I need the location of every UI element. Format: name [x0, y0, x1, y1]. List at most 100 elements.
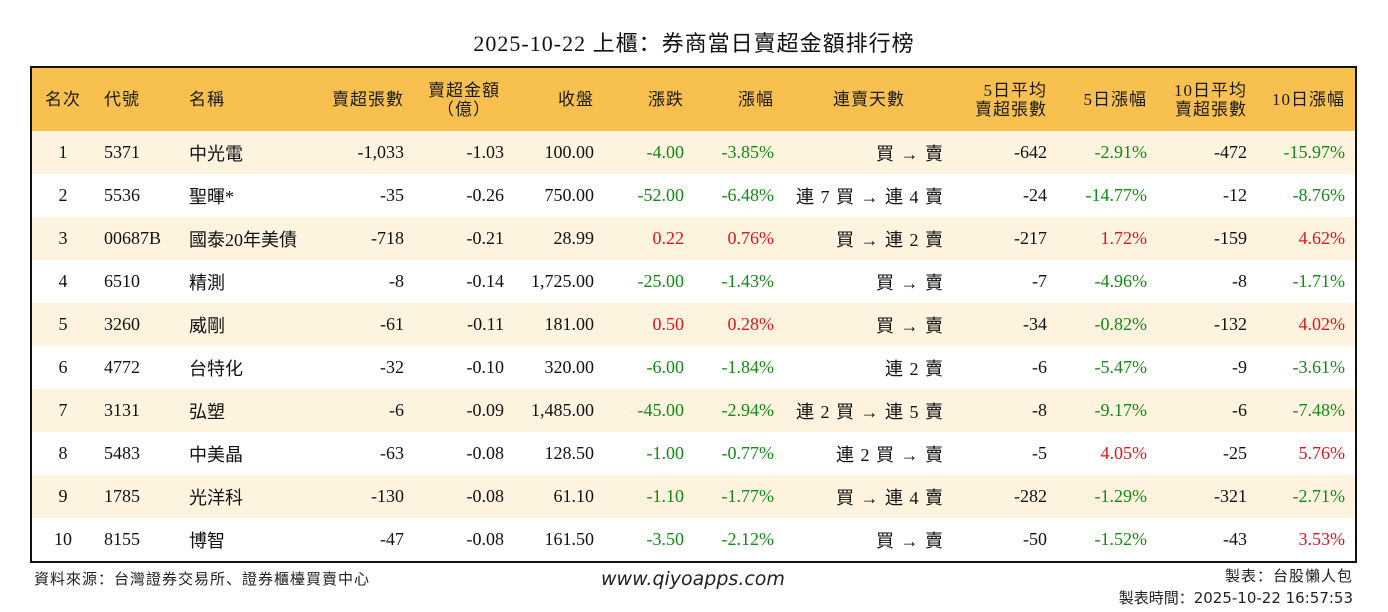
- cell-pct5: -1.29%: [1094, 486, 1148, 506]
- data-source-note: 資料來源：台灣證券交易所、證券櫃檯買賣中心: [34, 572, 371, 588]
- cell-rank: 7: [58, 400, 68, 420]
- cell-avg5-lots: -5: [1032, 443, 1047, 463]
- cell-change-pct: -1.84%: [721, 357, 775, 377]
- cell-pct10: -15.97%: [1283, 142, 1346, 162]
- table-row[interactable]: 7 3131 弘塑 -6 -0.09 1,485.00 -45.00 -2.94% 連 2 買 …: [32, 389, 1355, 432]
- column-header-code: 代號: [94, 68, 179, 131]
- column-header-label: 代號: [104, 90, 140, 109]
- cell-change: -3.50: [646, 529, 685, 549]
- column-header-label: 名稱: [189, 90, 225, 109]
- cell-name: 博智: [189, 530, 225, 551]
- column-header-label: 賣超金額: [428, 80, 500, 100]
- table-row[interactable]: 8 5483 中美晶 -63 -0.08 128.50 -1.00 -0.77% 連 2 買 →…: [32, 432, 1355, 475]
- cell-avg10-lots: -6: [1232, 400, 1247, 420]
- cell-pct10: -7.48%: [1292, 400, 1346, 420]
- cell-streak: 買 → 連 2 賣: [836, 229, 944, 250]
- column-header-close: 收盤: [514, 68, 604, 131]
- table-row[interactable]: 10 8155 博智 -47 -0.08 161.50 -3.50 -2.12% 買 → 賣 -5…: [32, 518, 1355, 561]
- cell-pct10: -2.71%: [1292, 486, 1346, 506]
- cell-pct10: 3.53%: [1298, 529, 1346, 549]
- table-row[interactable]: 9 1785 光洋科 -130 -0.08 61.10 -1.10 -1.77% 買 → 連 4…: [32, 475, 1355, 518]
- cell-pct10: -8.76%: [1292, 185, 1346, 205]
- cell-close: 61.10: [553, 486, 595, 506]
- cell-avg10-lots: -132: [1214, 314, 1247, 334]
- column-header-sublabel: 賣超張數: [975, 99, 1047, 119]
- column-header-label: 漲跌: [648, 90, 684, 109]
- column-header-avg5-lots: 5日平均 賣超張數: [954, 68, 1057, 131]
- column-header-net-sell-amount: 賣超金額 （億）: [414, 68, 514, 131]
- table-row[interactable]: 1 5371 中光電 -1,033 -1.03 100.00 -4.00 -3.85% 買 → …: [32, 131, 1355, 174]
- column-header-sublabel: （億）: [437, 99, 491, 119]
- column-header-label: 5日平均: [983, 80, 1047, 100]
- page-title: 2025-10-22 上櫃：券商當日賣超金額排行榜: [473, 31, 915, 56]
- cell-avg5-lots: -34: [1023, 314, 1047, 334]
- cell-name: 聖暉*: [189, 186, 234, 207]
- cell-name: 光洋科: [189, 487, 243, 508]
- cell-net-sell-amount: -0.08: [466, 443, 505, 463]
- ranking-table: 名次 代號 名稱 賣超張數 賣超金額 （億） 收盤 漲跌 漲幅 連賣天數 5日平均 賣超張數 5日漲幅 1…: [32, 68, 1355, 561]
- cell-avg10-lots: -8: [1232, 271, 1247, 291]
- cell-change-pct: -3.85%: [721, 142, 775, 162]
- cell-rank: 9: [58, 486, 68, 506]
- cell-close: 181.00: [544, 314, 595, 334]
- cell-net-sell-lots: -8: [389, 271, 404, 291]
- cell-pct5: 1.72%: [1100, 228, 1148, 248]
- cell-net-sell-amount: -0.10: [466, 357, 505, 377]
- cell-change-pct: -0.77%: [721, 443, 775, 463]
- cell-pct5: -2.91%: [1094, 142, 1148, 162]
- cell-change: -1.00: [646, 443, 685, 463]
- cell-avg10-lots: -43: [1223, 529, 1247, 549]
- website-link[interactable]: www.qiyoapps.com: [601, 568, 785, 590]
- cell-change-pct: 0.28%: [727, 314, 775, 334]
- cell-net-sell-amount: -0.08: [466, 486, 505, 506]
- cell-avg5-lots: -6: [1032, 357, 1047, 377]
- cell-pct10: -1.71%: [1292, 271, 1346, 291]
- cell-streak: 連 7 買 → 連 4 賣: [796, 186, 944, 207]
- cell-avg10-lots: -472: [1214, 142, 1247, 162]
- table-row[interactable]: 5 3260 威剛 -61 -0.11 181.00 0.50 0.28% 買 → 賣 -34 -0…: [32, 303, 1355, 346]
- cell-avg5-lots: -642: [1014, 142, 1047, 162]
- cell-net-sell-lots: -1,033: [357, 142, 405, 162]
- cell-streak: 買 → 賣: [876, 530, 944, 551]
- column-header-label: 名次: [45, 90, 81, 109]
- generated-timestamp: 製表時間：2025-10-22 16:57:53: [1118, 589, 1353, 607]
- cell-code: 8155: [104, 529, 140, 549]
- cell-pct10: -3.61%: [1292, 357, 1346, 377]
- cell-avg10-lots: -9: [1232, 357, 1247, 377]
- cell-pct10: 5.76%: [1298, 443, 1346, 463]
- cell-change: 0.50: [652, 314, 685, 334]
- cell-net-sell-lots: -32: [380, 357, 404, 377]
- table-row[interactable]: 3 00687B 國泰20年美債 -718 -0.21 28.99 0.22 0.76% 買 →…: [32, 217, 1355, 260]
- cell-pct5: -5.47%: [1094, 357, 1148, 377]
- cell-close: 1,485.00: [531, 400, 594, 420]
- cell-net-sell-lots: -63: [380, 443, 404, 463]
- column-header-label: 連賣天數: [833, 90, 905, 109]
- cell-name: 中美晶: [189, 444, 243, 465]
- column-header-label: 收盤: [558, 90, 594, 109]
- cell-code: 5371: [104, 142, 140, 162]
- cell-change-pct: -1.77%: [721, 486, 775, 506]
- cell-name: 國泰20年美債: [189, 229, 297, 250]
- table-row[interactable]: 4 6510 精測 -8 -0.14 1,725.00 -25.00 -1.43% 買 → 賣 -…: [32, 260, 1355, 303]
- table-row[interactable]: 2 5536 聖暉* -35 -0.26 750.00 -52.00 -6.48% 連 7 買 …: [32, 174, 1355, 217]
- cell-name: 台特化: [189, 358, 243, 379]
- cell-rank: 6: [58, 357, 68, 377]
- cell-close: 100.00: [544, 142, 595, 162]
- cell-name: 中光電: [189, 143, 243, 164]
- cell-net-sell-lots: -6: [389, 400, 404, 420]
- column-header-label: 10日平均: [1174, 80, 1247, 100]
- cell-rank: 8: [58, 443, 68, 463]
- cell-avg5-lots: -7: [1032, 271, 1047, 291]
- cell-net-sell-lots: -61: [380, 314, 404, 334]
- cell-code: 5536: [104, 185, 140, 205]
- cell-avg10-lots: -12: [1223, 185, 1247, 205]
- ranking-table-container: 名次 代號 名稱 賣超張數 賣超金額 （億） 收盤 漲跌 漲幅 連賣天數 5日平均 賣超張數 5日漲幅 1…: [30, 66, 1357, 563]
- cell-name: 威剛: [189, 315, 225, 336]
- cell-change-pct: -1.43%: [721, 271, 775, 291]
- table-row[interactable]: 6 4772 台特化 -32 -0.10 320.00 -6.00 -1.84% 連 2 賣 -6…: [32, 346, 1355, 389]
- cell-name: 弘塑: [189, 401, 225, 422]
- cell-code: 1785: [104, 486, 140, 506]
- column-header-label: 10日漲幅: [1272, 90, 1345, 109]
- cell-rank: 2: [58, 185, 68, 205]
- cell-avg5-lots: -24: [1023, 185, 1047, 205]
